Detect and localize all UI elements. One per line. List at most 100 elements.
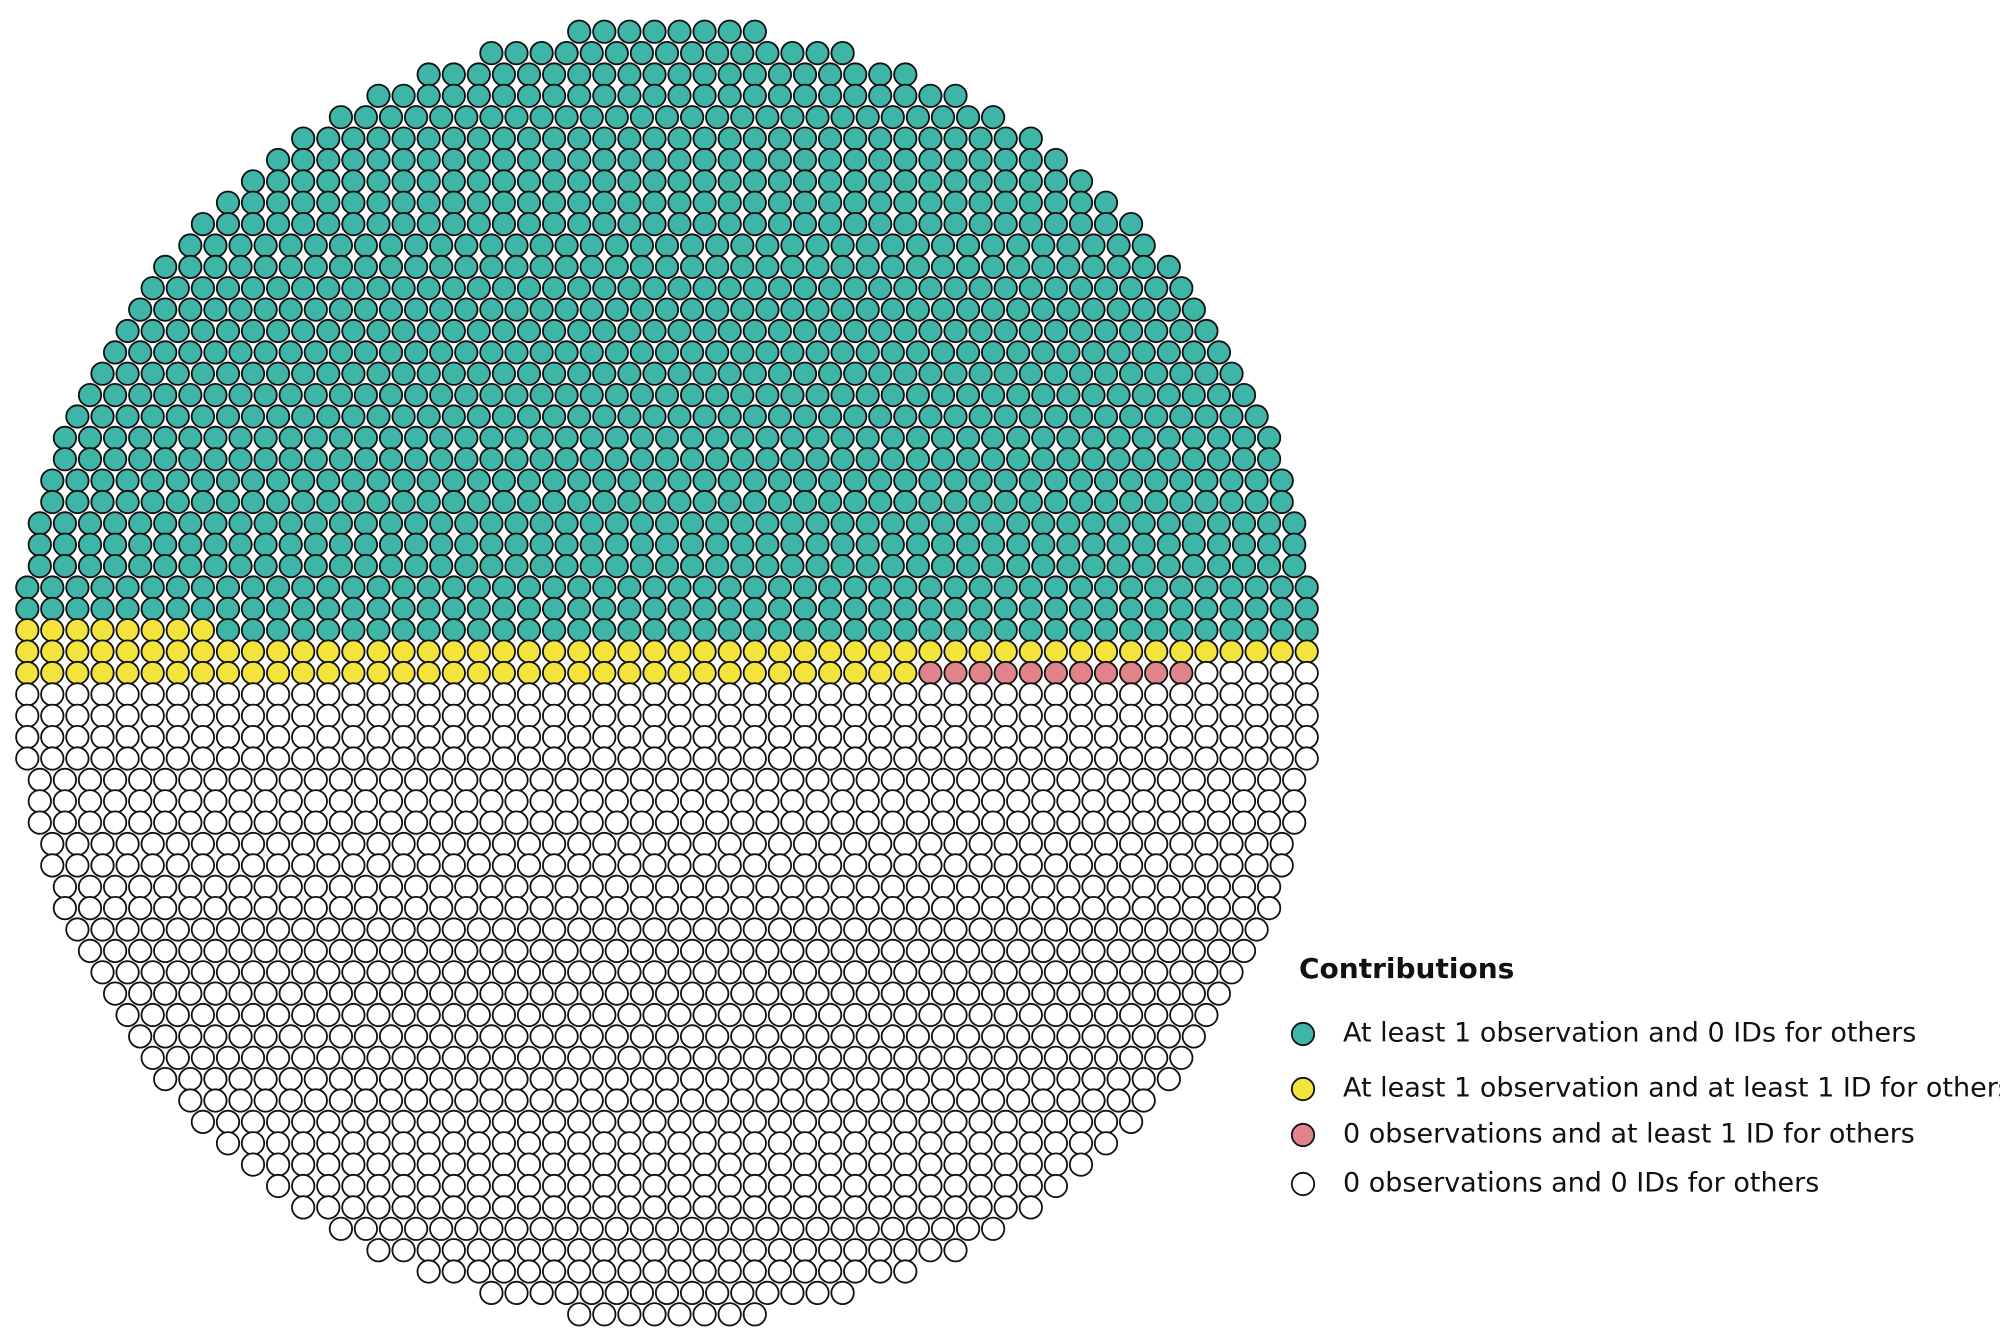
dot [617,147,642,173]
dot [77,789,103,814]
dot [529,532,554,557]
dot [291,746,316,771]
dot [479,511,504,536]
dot [868,703,893,728]
dot [1144,318,1169,344]
dot [1269,489,1294,515]
dot [341,1045,366,1070]
dot [1144,276,1169,301]
dot [1081,340,1106,365]
dot [353,233,378,258]
dot [165,724,190,750]
dot [416,1109,441,1135]
dot [817,126,843,151]
dot [767,361,793,386]
dot [692,126,717,151]
dot [642,147,667,173]
dot [730,789,755,814]
dot [692,212,717,237]
dot [278,938,303,964]
dot [504,340,529,365]
dot [1219,596,1244,622]
dot [441,596,466,622]
dot [516,361,542,386]
dot [767,1131,793,1156]
dot [767,639,793,664]
dot [529,233,554,258]
dot [1206,553,1232,579]
dot [165,746,190,771]
dot [554,425,579,450]
dot [240,746,266,771]
dot [592,703,617,728]
dot [567,682,592,707]
dot [403,297,429,322]
dot [629,981,655,1006]
dot [993,660,1018,686]
dot [291,575,316,600]
dot [228,874,253,899]
dot [378,511,404,536]
dot [240,703,266,728]
dot [579,447,604,472]
dot [1093,1109,1119,1135]
dot [943,212,968,237]
dot [1093,489,1119,515]
dot [968,468,993,493]
dot [165,1045,190,1070]
dot [366,489,391,515]
dot [1119,960,1144,985]
dot [416,404,441,429]
dot [642,1152,667,1177]
dot [843,853,868,878]
dot [830,767,855,793]
dot [679,511,705,536]
dot [805,874,830,899]
dot [843,1109,868,1135]
dot [880,105,905,130]
dot [240,190,266,215]
dot [868,575,893,600]
dot [366,83,391,108]
dot [90,660,115,686]
dot [792,618,818,643]
dot [416,169,441,194]
dot [479,553,504,579]
dot [316,1195,341,1220]
dot [253,1067,278,1092]
dot [190,276,215,301]
dot [341,746,366,771]
dot [617,276,642,301]
dot [316,1152,341,1177]
dot [930,874,956,899]
dot [240,1045,266,1070]
dot [15,575,40,600]
dot [366,1195,391,1220]
dot [880,254,905,279]
dot [366,682,391,707]
dot [1206,511,1232,536]
dot [466,404,491,429]
dot [742,639,767,664]
dot [203,553,228,579]
dot [679,297,705,322]
dot [604,789,629,814]
dot [316,1109,341,1135]
dot [529,447,554,472]
dot [1106,340,1131,365]
dot [880,767,905,793]
dot [178,810,203,835]
dot [1131,1067,1156,1092]
dot [1006,1024,1031,1049]
dot [366,831,391,857]
dot [642,1302,667,1327]
dot [215,618,241,643]
dot [667,618,692,643]
dot [679,105,705,130]
dot [1006,447,1031,472]
dot [1194,639,1219,664]
dot [65,746,90,771]
dot [391,724,416,750]
dot [391,1238,416,1263]
dot [454,105,479,130]
